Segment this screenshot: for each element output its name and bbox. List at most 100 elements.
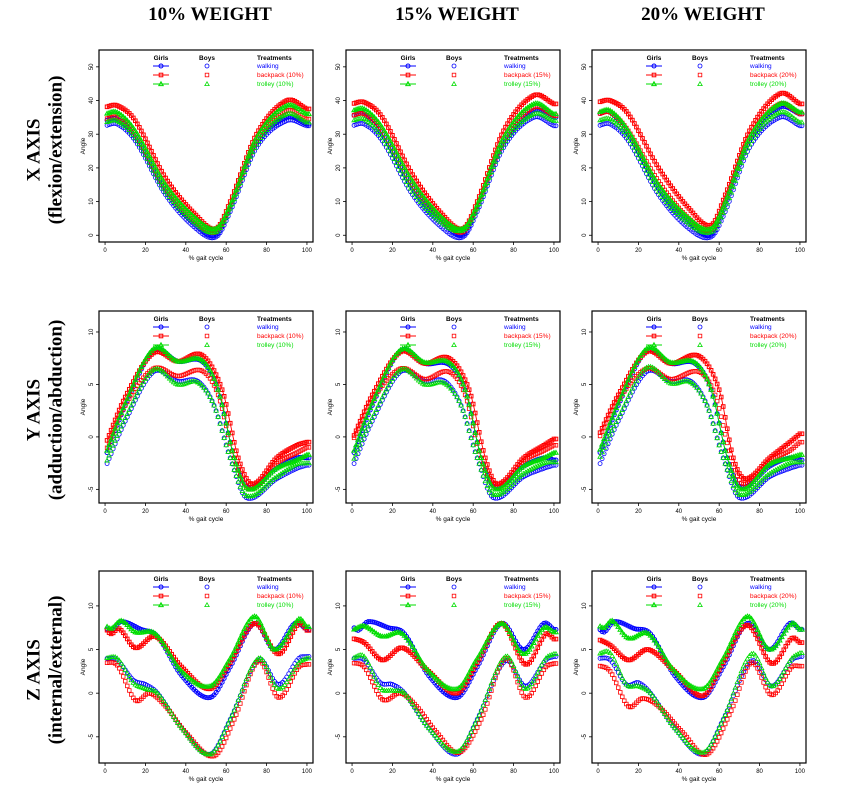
y-tick-label: 5 xyxy=(336,647,342,651)
x-axis-label: % gait cycle xyxy=(189,255,224,262)
y-tick-label: 0 xyxy=(582,233,588,237)
y-tick-label: 50 xyxy=(89,63,95,70)
x-tick-label: 80 xyxy=(510,509,517,515)
legend-label-trolley: trolley (20%) xyxy=(750,81,786,88)
series-backpack-girls xyxy=(352,93,557,231)
y-tick-label: 10 xyxy=(89,198,95,205)
series-backpack-boys xyxy=(352,105,557,234)
data-point xyxy=(477,461,481,465)
series-trolley-boys xyxy=(105,655,311,756)
legend-label-walking: walking xyxy=(256,63,279,70)
y-tick-label: 30 xyxy=(336,130,342,137)
x-tick-label: 60 xyxy=(716,509,723,515)
row-title-y-line2: (adduction/abduction) xyxy=(45,320,67,501)
x-tick-label: 60 xyxy=(223,248,230,254)
series-walking-boys xyxy=(352,655,558,757)
legend-label-walking: walking xyxy=(749,63,772,70)
data-point xyxy=(481,473,485,477)
x-tick-label: 40 xyxy=(675,248,682,254)
x-tick-label: 60 xyxy=(470,769,477,775)
x-tick-label: 0 xyxy=(350,509,354,515)
data-point xyxy=(352,436,356,440)
data-point xyxy=(370,680,374,684)
x-axis-label: % gait cycle xyxy=(189,776,224,783)
x-tick-label: 0 xyxy=(103,509,107,515)
y-tick-label: 5 xyxy=(336,382,342,386)
series-line xyxy=(600,106,802,236)
data-point xyxy=(372,685,376,689)
y-tick-label: 20 xyxy=(89,164,95,171)
x-axis-label: % gait cycle xyxy=(436,516,471,523)
data-point xyxy=(727,473,731,477)
data-point xyxy=(366,672,370,676)
legend-marker-boys-walking xyxy=(698,325,702,329)
x-tick-label: 40 xyxy=(429,769,436,775)
x-tick-label: 60 xyxy=(716,248,723,254)
x-axis-label: % gait cycle xyxy=(436,255,471,262)
legend-marker-boys-trolley xyxy=(205,343,209,347)
y-tick-label: -5 xyxy=(89,486,95,492)
column-title-15: 15% WEIGHT xyxy=(337,4,577,26)
series-backpack-boys xyxy=(105,366,310,491)
data-point xyxy=(234,713,238,717)
y-tick-label: 40 xyxy=(89,97,95,104)
x-tick-label: 60 xyxy=(223,769,230,775)
x-tick-label: 20 xyxy=(635,509,642,515)
x-tick-label: 100 xyxy=(302,248,313,254)
legend-label-trolley: trolley (10%) xyxy=(257,602,293,609)
x-tick-label: 0 xyxy=(596,509,600,515)
legend-header-boys: Boys xyxy=(199,316,215,323)
legend-marker-boys-walking xyxy=(205,64,209,68)
x-axis-label: % gait cycle xyxy=(682,516,717,523)
y-tick-label: -5 xyxy=(89,733,95,739)
data-point xyxy=(222,741,226,745)
y-tick-label: 0 xyxy=(582,435,588,439)
data-point xyxy=(220,745,224,749)
data-point xyxy=(374,689,378,693)
legend-header-treatments: Treatments xyxy=(504,55,539,62)
x-tick-label: 60 xyxy=(470,248,477,254)
legend-marker-boys-walking xyxy=(205,585,209,589)
legend-header-girls: Girls xyxy=(154,576,169,583)
x-tick-label: 0 xyxy=(596,248,600,254)
data-point xyxy=(352,462,356,466)
y-tick-label: 0 xyxy=(89,691,95,695)
legend-marker-boys-walking xyxy=(452,64,456,68)
legend-header-girls: Girls xyxy=(647,316,662,323)
data-point xyxy=(232,468,236,472)
data-point xyxy=(230,722,234,726)
row-title-y-line1: Y AXIS xyxy=(23,320,45,501)
y-tick-label: 0 xyxy=(89,233,95,237)
series-backpack-boys xyxy=(598,366,803,485)
x-tick-label: 100 xyxy=(302,509,313,515)
x-tick-label: 100 xyxy=(795,509,806,515)
x-axis-label: % gait cycle xyxy=(682,255,717,262)
legend-header-girls: Girls xyxy=(154,316,169,323)
data-point xyxy=(125,684,129,688)
legend-header-treatments: Treatments xyxy=(504,316,539,323)
data-point xyxy=(224,736,228,740)
data-point xyxy=(725,467,729,471)
series-trolley-boys xyxy=(598,110,804,235)
x-tick-label: 100 xyxy=(549,509,560,515)
series-walking-boys xyxy=(105,655,311,757)
y-axis-label: Angle xyxy=(573,137,580,154)
legend-label-backpack: backpack (10%) xyxy=(257,333,304,340)
y-tick-label: 40 xyxy=(336,97,342,104)
y-tick-label: 30 xyxy=(582,130,588,137)
data-point xyxy=(723,432,727,436)
x-tick-label: 20 xyxy=(389,248,396,254)
legend-header-treatments: Treatments xyxy=(257,576,292,583)
series-backpack-boys xyxy=(598,102,803,233)
x-tick-label: 40 xyxy=(429,248,436,254)
legend-marker-boys-backpack xyxy=(452,334,456,338)
data-point xyxy=(127,689,131,693)
legend-header-girls: Girls xyxy=(154,55,169,62)
